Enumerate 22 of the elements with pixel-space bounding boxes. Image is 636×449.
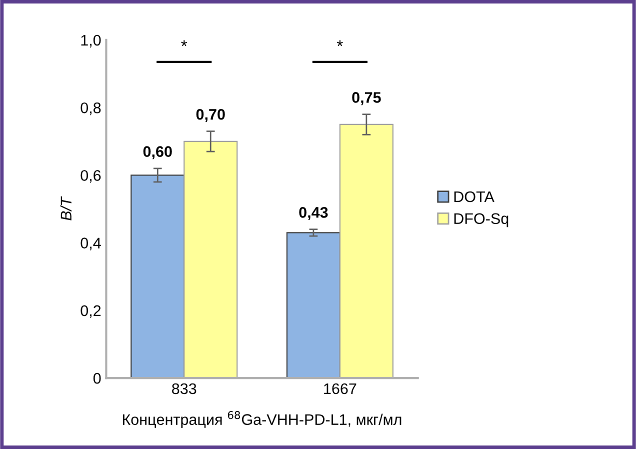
y-tick-label: 0,8 [80,102,101,116]
x-tick-label: 833 [172,383,196,394]
x-tick-label: 1667 [324,383,356,394]
bar [286,232,340,378]
y-tick-label: 1,0 [81,34,101,48]
annotation: * [336,40,343,46]
x-axis-title: Концентрация $^{68}$Ga-VHH-PD-L1, мкг/мл [122,411,402,428]
legend-label: DFO-Sq [454,213,508,228]
y-tick-label: 0,4 [80,238,101,250]
bar [130,174,185,378]
data-label: 0,60 [143,146,172,160]
data-label: 0,43 [299,207,328,220]
legend-label: DOTA [454,191,494,202]
annotation: * [181,40,188,46]
y-tick-label: 0,2 [80,305,101,318]
y-axis-title: B/T [60,196,72,220]
y-tick-label: 0,6 [80,170,101,183]
data-label: 0,75 [352,92,381,106]
bar [339,124,394,378]
bar [184,140,238,378]
y-tick-label: 0 [93,372,101,384]
data-label: 0,70 [196,108,225,122]
